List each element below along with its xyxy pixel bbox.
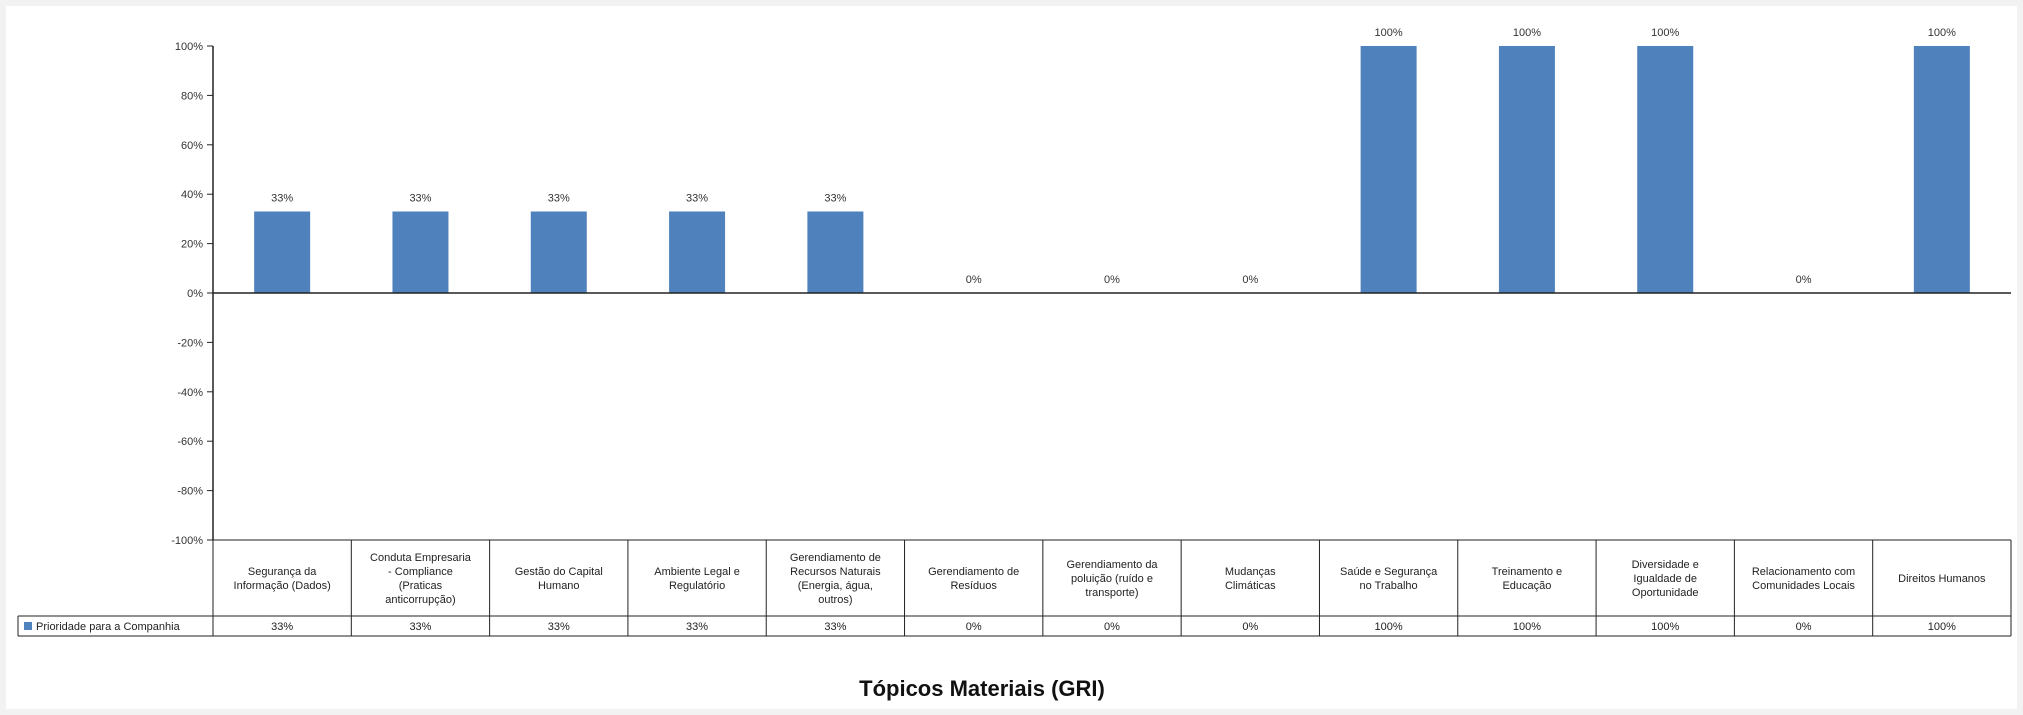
- y-tick-label: 0%: [187, 288, 203, 300]
- data-label: 100%: [1928, 27, 1956, 39]
- y-tick-label: 60%: [181, 140, 203, 152]
- data-label: 0%: [966, 274, 982, 286]
- table-value: 0%: [1242, 621, 1258, 633]
- y-tick-label: 40%: [181, 189, 203, 201]
- table-value: 33%: [409, 621, 431, 633]
- table-value: 33%: [824, 621, 846, 633]
- x-category-label: Ambiente Legal e Regulatório: [654, 566, 740, 592]
- table-value: 33%: [271, 621, 293, 633]
- bar: [1637, 46, 1694, 293]
- data-label: 0%: [1242, 274, 1258, 286]
- x-category-label: Gerendiamento da poluição (ruído e transpo…: [1066, 559, 1158, 599]
- x-category-label: Gerendiamento de Resíduos: [928, 566, 1019, 592]
- x-category-label: Segurança da Informação (Dados): [234, 566, 331, 592]
- x-category-label: Gerendiamento de Recursos Naturais (Energi…: [790, 552, 881, 606]
- x-category-label: Gestão do Capital Humano: [515, 566, 603, 592]
- x-axis-title: Tópicos Materiais (GRI): [859, 676, 1105, 701]
- bar: [669, 211, 726, 293]
- bar: [807, 211, 864, 293]
- x-category-label: Saúde e Segurança no Trabalho: [1340, 566, 1438, 592]
- x-category-label: Mudanças Climáticas: [1225, 566, 1276, 592]
- table-value: 100%: [1928, 621, 1956, 633]
- table-value: 100%: [1651, 621, 1679, 633]
- y-tick-label: 80%: [181, 90, 203, 102]
- bar: [1913, 46, 1970, 293]
- x-category-label: Relacionamento com Comunidades Locais: [1752, 566, 1856, 592]
- table-value: 33%: [548, 621, 570, 633]
- chart-container: -100% -80% -60% -40% -20% 0% 20% 40% 60% 80% 100% 3…: [6, 6, 2017, 709]
- data-label: 33%: [686, 192, 708, 204]
- y-tick-label: -60%: [177, 436, 203, 448]
- bar: [254, 211, 311, 293]
- table-value: 0%: [1104, 621, 1120, 633]
- x-category-label: Conduta Empresaria - Compliance (Praticas a…: [370, 552, 472, 606]
- table-value: 100%: [1375, 621, 1403, 633]
- table-value: 0%: [966, 621, 982, 633]
- legend-label: Prioridade para a Companhia: [36, 621, 181, 633]
- y-tick-label: -100%: [171, 535, 203, 547]
- data-label: 100%: [1513, 27, 1541, 39]
- bar: [392, 211, 449, 293]
- data-label: 100%: [1375, 27, 1403, 39]
- data-label: 33%: [271, 192, 293, 204]
- table-value: 0%: [1796, 621, 1812, 633]
- data-label: 100%: [1651, 27, 1679, 39]
- data-label: 33%: [824, 192, 846, 204]
- y-tick-label: 100%: [175, 41, 203, 53]
- y-tick-label: -80%: [177, 486, 203, 498]
- data-label: 0%: [1796, 274, 1812, 286]
- y-tick-label: -40%: [177, 387, 203, 399]
- y-tick-label: 20%: [181, 239, 203, 251]
- table-value: 100%: [1513, 621, 1541, 633]
- bar: [530, 211, 587, 293]
- data-label: 33%: [548, 192, 570, 204]
- table-value: 33%: [686, 621, 708, 633]
- bar: [1498, 46, 1555, 293]
- bar-chart: -100% -80% -60% -40% -20% 0% 20% 40% 60% 80% 100% 3…: [17, 27, 2012, 701]
- y-tick-label: -20%: [177, 337, 203, 349]
- x-category-label: Diversidade e Igualdade de Oportunidade: [1632, 559, 1699, 599]
- data-label: 0%: [1104, 274, 1120, 286]
- bar: [1360, 46, 1417, 293]
- x-category-label: Treinamento e Educação: [1492, 566, 1563, 592]
- data-label: 33%: [409, 192, 431, 204]
- x-category-label: Direitos Humanos: [1898, 573, 1986, 585]
- legend-swatch: [24, 622, 32, 630]
